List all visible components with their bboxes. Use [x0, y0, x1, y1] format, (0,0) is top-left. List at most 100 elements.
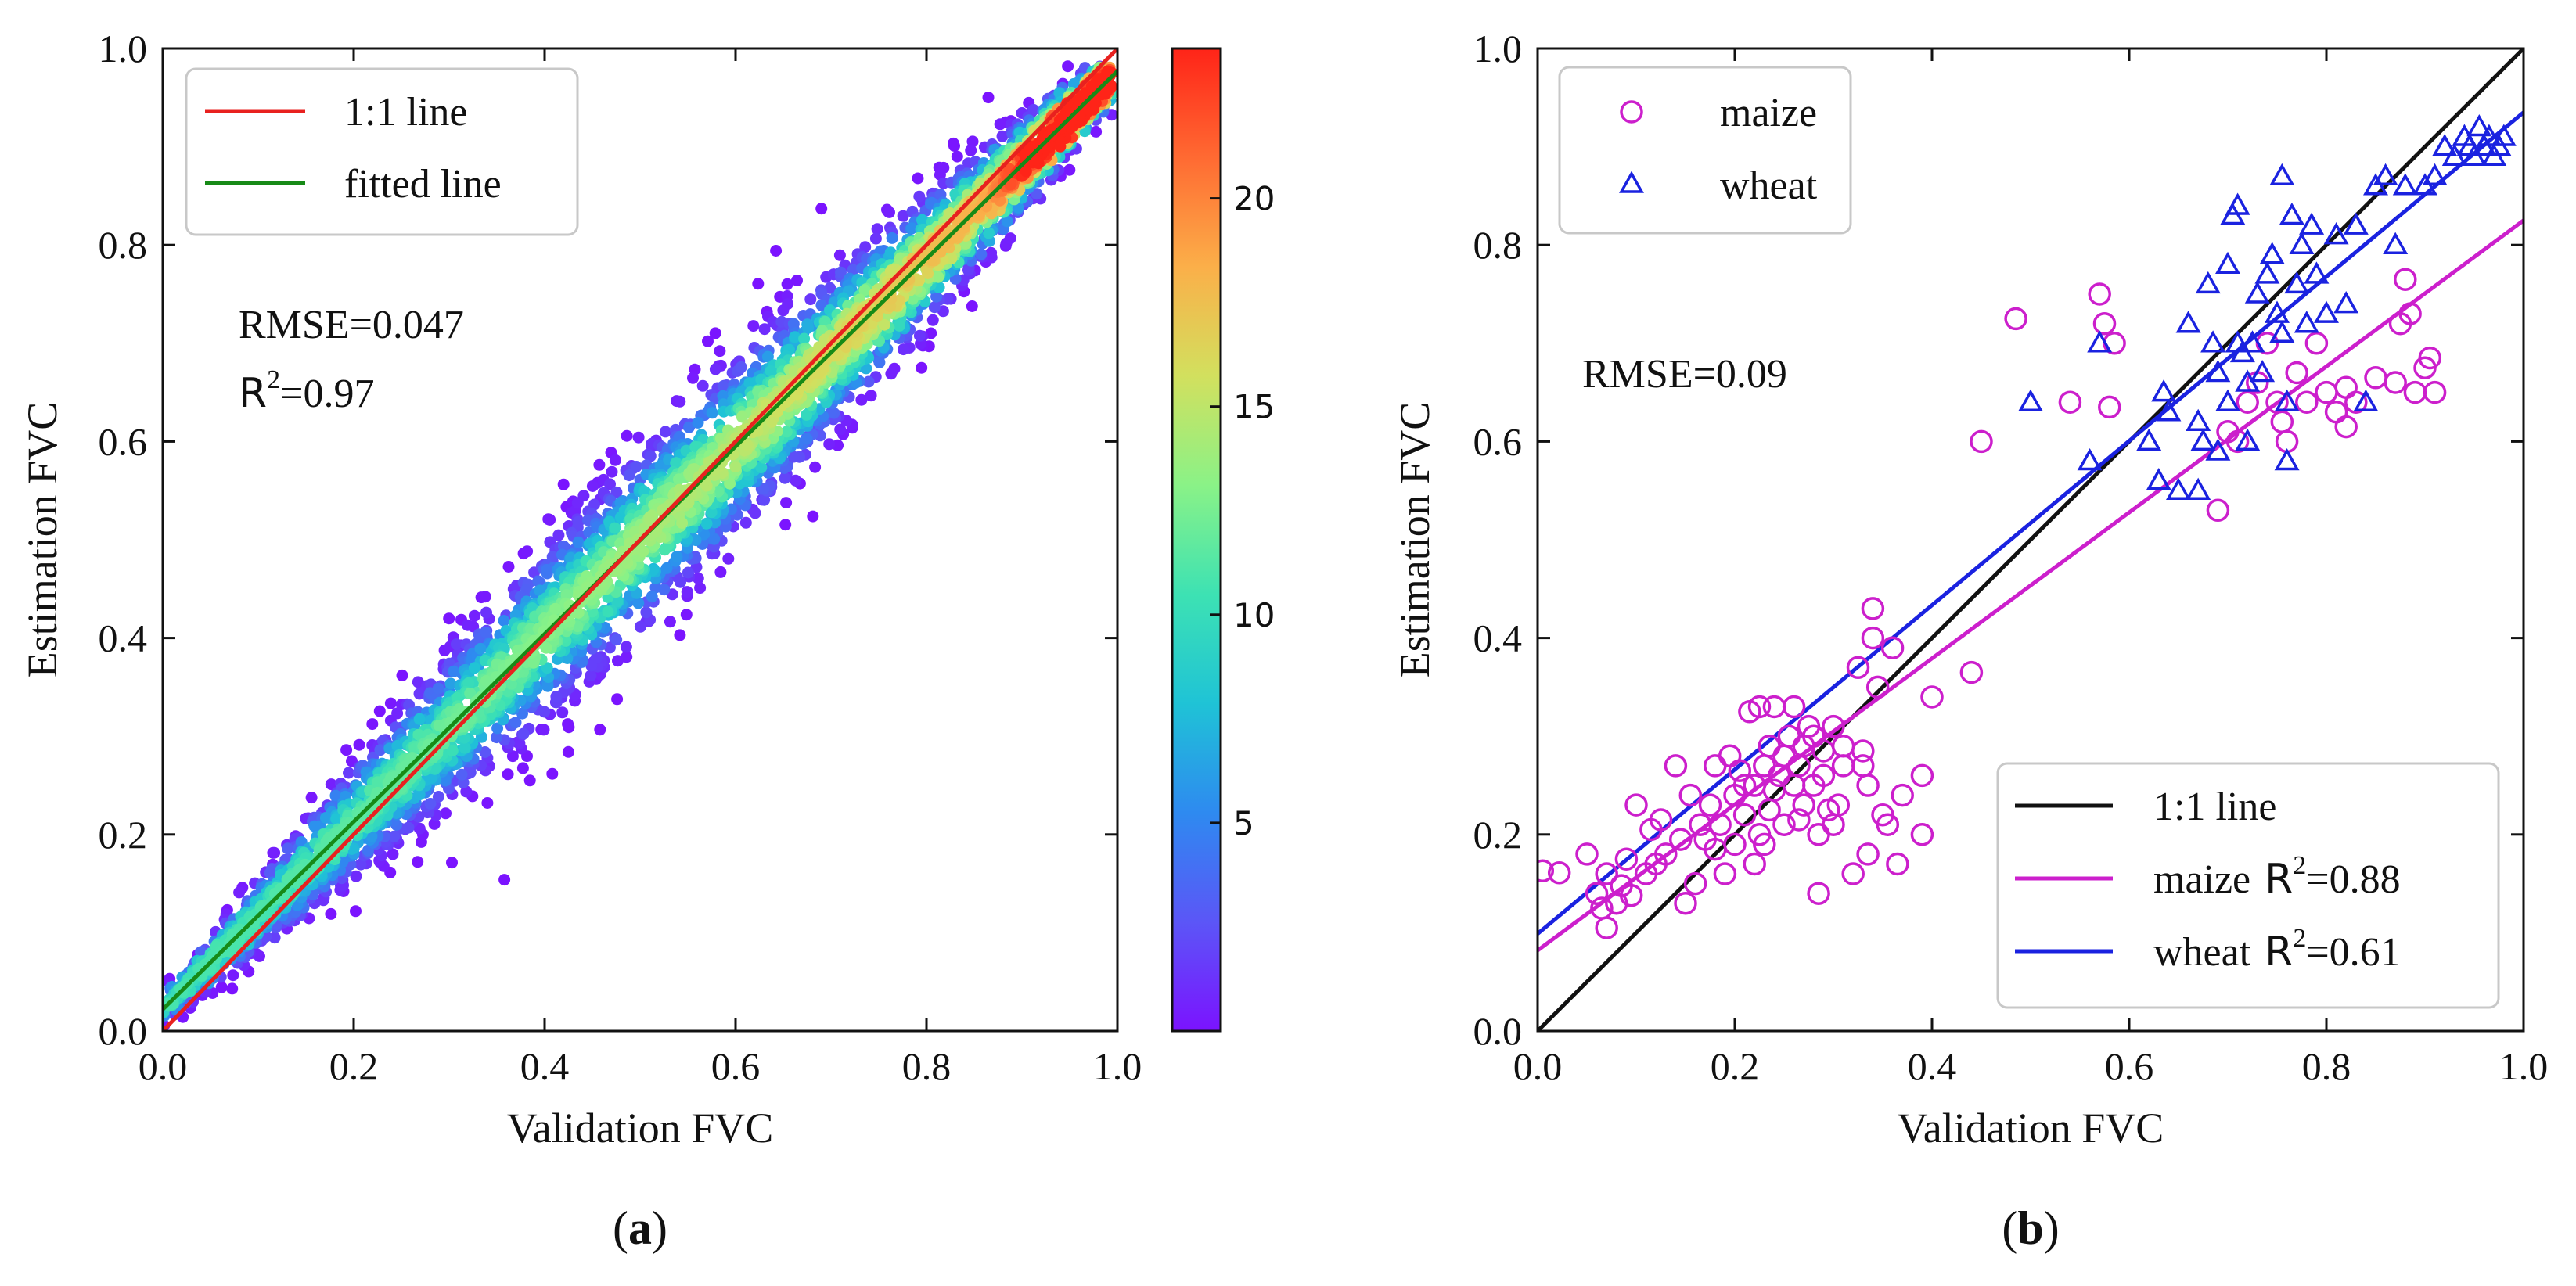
density-point [444, 677, 457, 690]
panel-a-xtick-label: 0.6 [711, 1044, 761, 1088]
density-point [758, 323, 771, 336]
wheat-point [2259, 242, 2285, 264]
panel-a-density-scatter: 0.0 0.2 0.4 0.6 0.8 1.0 0.0 0.2 0.4 0.6 0.8 1.0 Val… [19, 27, 1275, 1254]
density-point [620, 641, 632, 653]
wheat-point [2284, 271, 2310, 294]
density-point [706, 407, 718, 419]
panel-a-xtick-label: 0.2 [329, 1044, 379, 1088]
legend-label-1to1-b: 1:1 line [2153, 785, 2276, 829]
panel-a-xtick-label: 0.0 [139, 1044, 188, 1088]
density-point [683, 421, 695, 433]
density-point [747, 320, 760, 332]
density-point [966, 135, 979, 148]
panel-a-legend: 1:1 line fitted line [185, 67, 579, 236]
wheat-fit-line [1538, 110, 2524, 936]
density-point [396, 669, 408, 681]
wheat-point [2279, 202, 2304, 225]
density-point [884, 246, 897, 259]
panel-b-ytick-label: 0.2 [1473, 813, 1523, 857]
wheat-point [2353, 389, 2379, 411]
colorbar-tick-label: 20 [1233, 180, 1275, 218]
density-point [714, 566, 727, 578]
density-point [682, 566, 694, 579]
density-point [509, 717, 522, 729]
wheat-point [2289, 232, 2315, 254]
density-point [671, 551, 683, 563]
density-point [610, 634, 623, 646]
density-point [862, 375, 875, 388]
panel-b-ytick-label: 1.0 [1473, 27, 1523, 70]
wheat-point [2077, 447, 2103, 471]
density-point [572, 536, 585, 548]
wheat-point [2476, 124, 2502, 146]
panel-b-xtick-label: 0.8 [2302, 1044, 2351, 1088]
density-point [913, 190, 926, 203]
panel-a-xtick-label: 1.0 [1093, 1044, 1142, 1088]
wheat-point [2200, 330, 2226, 353]
density-point [680, 609, 693, 621]
density-point [541, 662, 553, 674]
density-point [498, 615, 510, 627]
density-point [606, 465, 618, 478]
density-point [1020, 165, 1032, 178]
wheat-point [2156, 399, 2182, 422]
density-point [604, 478, 616, 490]
wheat-point [2269, 163, 2295, 186]
colorbar-ticks: 5 10 15 20 [1210, 180, 1275, 842]
maize-point [1614, 847, 1639, 871]
legend-label-maize-fit: maize R2=0.88 [2153, 851, 2401, 903]
wheat-point [2190, 428, 2216, 451]
density-point [640, 606, 653, 619]
maize-point [1674, 891, 1697, 915]
density-point [869, 232, 882, 245]
density-point [916, 361, 928, 374]
panel-b-xtick-label: 1.0 [2499, 1044, 2549, 1088]
maize-point [1920, 685, 1944, 709]
maize-point [2394, 268, 2417, 291]
maize-point [1723, 832, 1747, 857]
density-point [897, 210, 909, 222]
density-point [516, 707, 528, 720]
maize-point [1595, 862, 1618, 885]
maize-point [2418, 346, 2442, 370]
density-point [878, 318, 890, 331]
density-point [736, 411, 748, 423]
density-point [585, 670, 597, 682]
wheat-point [2432, 134, 2458, 156]
density-point [443, 612, 455, 625]
density-point [227, 969, 239, 982]
density-point [765, 365, 777, 377]
maize-point [1732, 774, 1757, 797]
maize-point [1713, 862, 1737, 885]
density-point [226, 982, 239, 995]
colorbar-gradient [1171, 47, 1222, 1033]
density-point [801, 433, 813, 445]
density-point [506, 750, 519, 763]
density-point [1001, 215, 1013, 228]
density-point [883, 206, 895, 218]
density-point [612, 655, 624, 667]
density-point [446, 857, 458, 869]
density-point [480, 606, 492, 619]
density-point [412, 676, 424, 688]
maize-point [1861, 626, 1885, 650]
density-point [413, 688, 426, 700]
colorbar-tick-label: 5 [1233, 804, 1254, 842]
density-point [965, 144, 977, 156]
maize-point [1851, 739, 1875, 763]
maize-point [1538, 859, 1555, 883]
colorbar-tick-label: 15 [1233, 388, 1275, 426]
density-point [556, 706, 569, 719]
maize-point [1861, 597, 1885, 620]
wheat-point [2466, 113, 2492, 137]
density-point [609, 454, 621, 466]
panel-b-marker-legend: maize wheat [1558, 66, 1852, 235]
panel-b-axes-frame [1536, 47, 2525, 1033]
density-point [752, 278, 765, 290]
density-point [557, 478, 570, 490]
maize-point [1585, 882, 1609, 905]
panel-b-xtick-label: 0.4 [1908, 1044, 1957, 1088]
maize-point [1910, 763, 1934, 788]
legend-marker-wheat [1619, 171, 1644, 193]
